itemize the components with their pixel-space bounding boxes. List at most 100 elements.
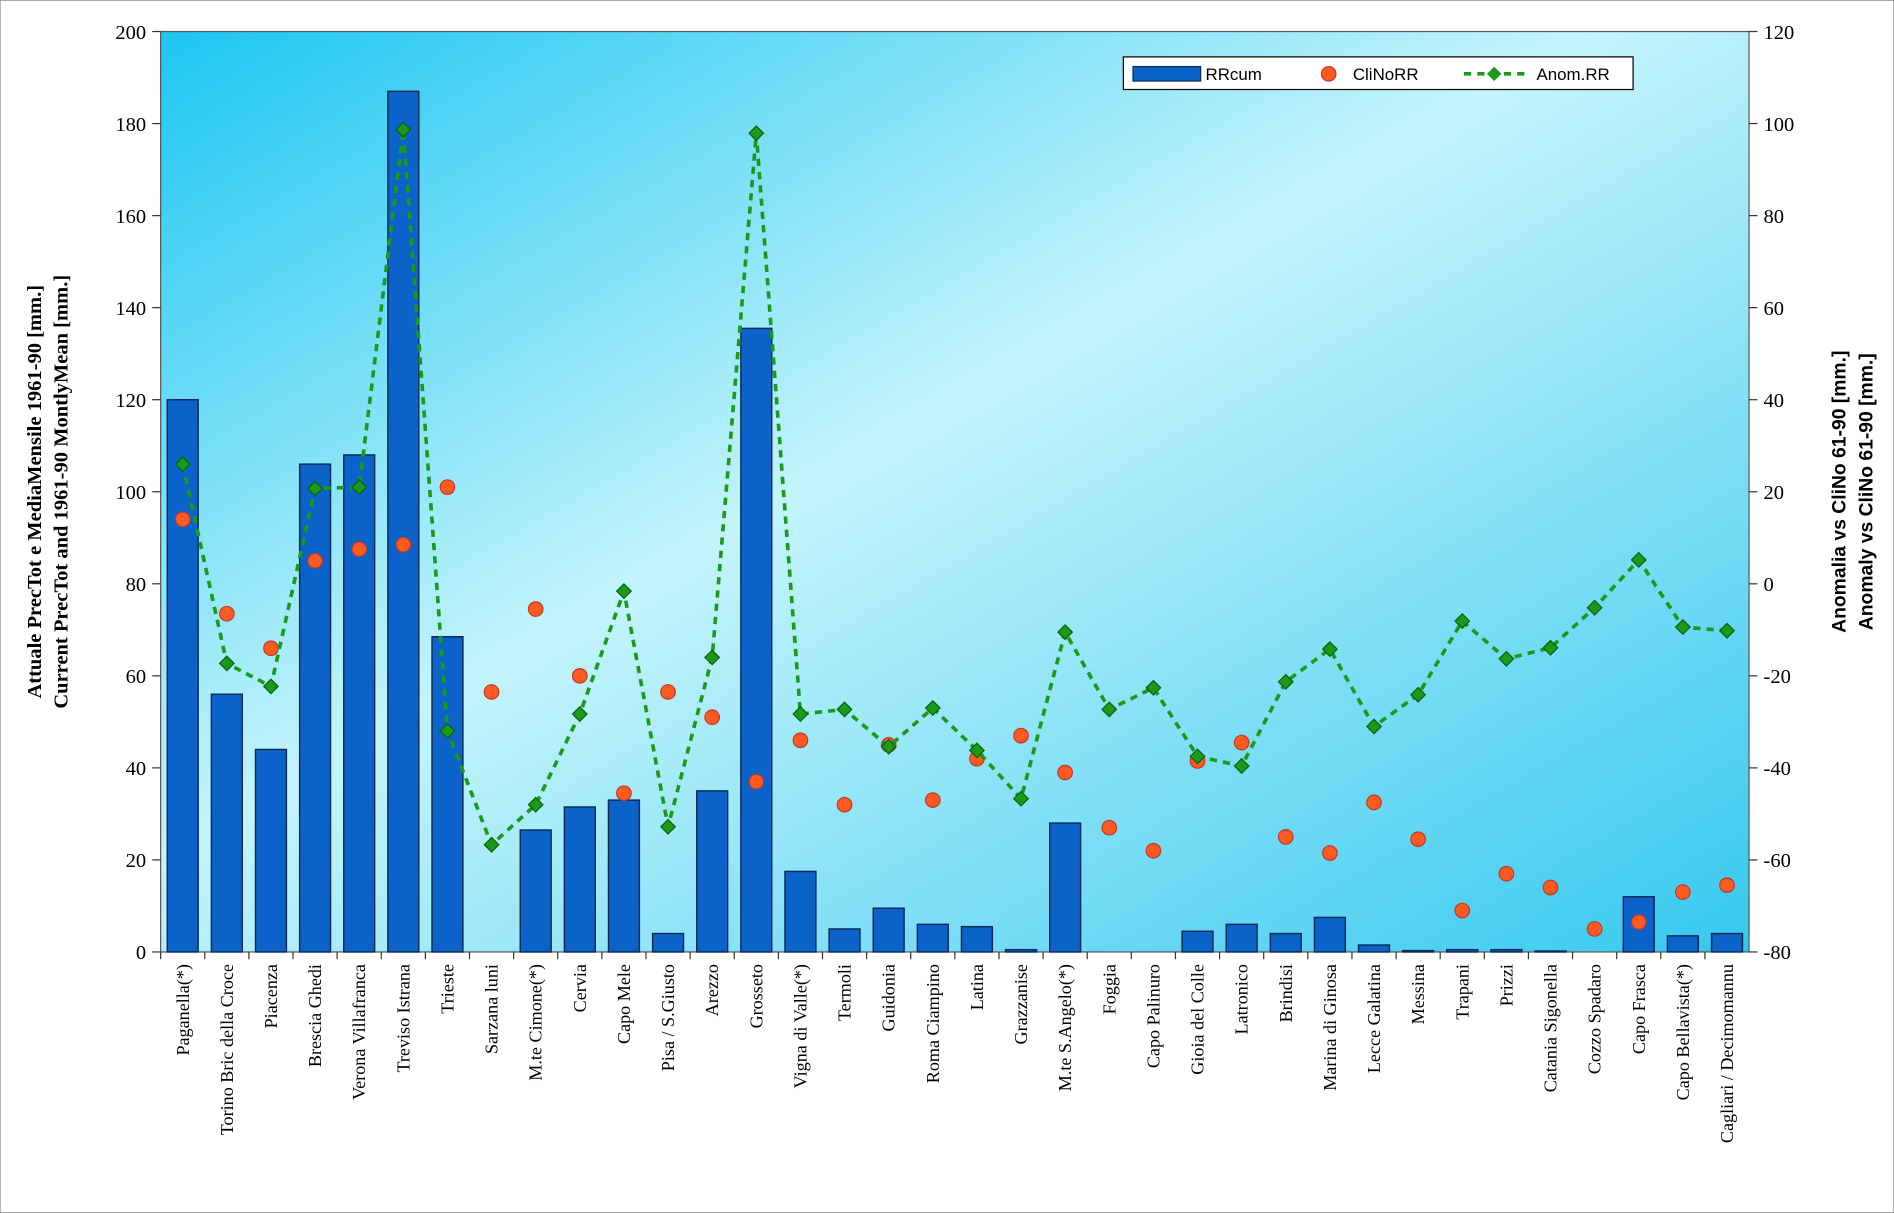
dot — [1454, 902, 1471, 919]
bar — [1401, 949, 1435, 953]
marker — [1365, 718, 1383, 735]
marker — [1630, 551, 1647, 568]
x-tick-label: Grosseto — [746, 964, 766, 1028]
y2-tick-label: -40 — [1764, 758, 1791, 780]
dot — [1233, 734, 1250, 751]
marker — [306, 480, 324, 497]
marker — [748, 125, 765, 142]
legend-label: CliNoRR — [1353, 65, 1419, 84]
marker — [174, 456, 191, 473]
bar — [651, 932, 685, 953]
marker — [1057, 624, 1074, 641]
x-tick-label: Cozzo Spadaro — [1585, 964, 1605, 1074]
x-tick-label: Prizzi — [1496, 964, 1516, 1006]
y2-tick-label: 60 — [1764, 298, 1785, 320]
y-axis-label: Current PrecTot and 1961-90 MontlyMean [… — [51, 275, 73, 709]
y2-tick-label: -60 — [1764, 850, 1791, 872]
bar — [1181, 930, 1214, 953]
marker — [1454, 612, 1471, 630]
marker — [1189, 748, 1206, 765]
dot — [1101, 819, 1118, 836]
x-tick-label: Trieste — [437, 964, 457, 1014]
y-tick-label: 60 — [126, 666, 147, 688]
x-tick-label: Vigna di Valle(*) — [790, 964, 811, 1088]
y-tick-label: 120 — [115, 390, 146, 412]
dot — [218, 605, 235, 622]
y2-axis-label: Anomalia vs CliNo 61-90 [mm.] — [1830, 351, 1851, 633]
marker — [1410, 686, 1427, 703]
x-tick-label: Foggia — [1099, 964, 1119, 1014]
x-tick-label: Latronico — [1232, 964, 1252, 1034]
x-tick-label: Treviso Istrana — [393, 964, 413, 1072]
bar — [784, 870, 817, 953]
bar — [1490, 948, 1523, 953]
marker — [659, 818, 677, 835]
marker — [615, 583, 633, 600]
marker — [395, 121, 412, 138]
y-axis-label: Attuale PrecTot e MediaMensile 1961-90 [… — [24, 285, 46, 699]
bar — [1269, 932, 1302, 953]
bar — [166, 398, 199, 953]
x-tick-label: Messina — [1408, 964, 1428, 1024]
dot — [924, 792, 941, 808]
bar — [210, 693, 244, 953]
y2-tick-label: 0 — [1764, 574, 1774, 596]
y-tick-label: 0 — [136, 942, 146, 964]
dot — [1410, 831, 1426, 848]
y-tick-label: 180 — [115, 114, 146, 136]
dot — [748, 773, 765, 790]
marker — [1233, 757, 1250, 775]
bar — [960, 925, 994, 953]
dot — [395, 536, 412, 553]
bar — [828, 928, 861, 953]
marker — [1145, 679, 1162, 696]
dot — [1013, 727, 1029, 744]
y-tick-label: 140 — [115, 298, 146, 320]
y2-tick-label: 40 — [1764, 390, 1785, 412]
x-tick-label: Verona Villafranca — [349, 964, 369, 1100]
x-tick-label: Grazzanise — [1011, 964, 1031, 1044]
y2-tick-label: 120 — [1764, 22, 1795, 44]
marker — [836, 701, 853, 718]
legend-swatch — [1132, 65, 1202, 82]
bar — [740, 327, 773, 953]
x-tick-label: Brescia Ghedi — [305, 964, 325, 1067]
bar — [696, 790, 729, 953]
x-tick-label: Gioia del Colle — [1188, 964, 1208, 1075]
marker — [571, 705, 588, 723]
marker — [968, 742, 986, 759]
y2-tick-label: -20 — [1764, 666, 1791, 688]
dot — [1586, 921, 1603, 937]
x-tick-label: Cervia — [570, 964, 590, 1012]
marker — [792, 705, 809, 723]
x-tick-label: Capo Bellavista(*) — [1673, 964, 1694, 1100]
bar — [563, 806, 596, 953]
y-tick-label: 100 — [115, 482, 146, 504]
bar — [1225, 923, 1258, 953]
marker — [1498, 650, 1515, 667]
y2-tick-label: 20 — [1764, 482, 1785, 504]
dot — [1498, 865, 1515, 882]
legend-label: RRcum — [1205, 65, 1261, 84]
marker — [1277, 673, 1294, 690]
bar — [1004, 948, 1038, 953]
x-tick-label: M.te S.Angelo(*) — [1055, 964, 1076, 1091]
dot — [174, 511, 191, 528]
legend-swatch — [1320, 65, 1337, 82]
dot — [1542, 879, 1559, 896]
x-tick-label: Capo Palinuro — [1143, 964, 1163, 1068]
dot — [704, 709, 721, 726]
dot — [660, 684, 676, 700]
marker — [483, 836, 500, 853]
y-tick-label: 200 — [115, 22, 146, 44]
x-tick-label: M.te Cimone(*) — [526, 964, 547, 1081]
bar — [519, 829, 552, 953]
x-tick-label: Pisa / S.Giusto — [658, 964, 678, 1071]
bar — [254, 748, 288, 953]
marker — [1012, 790, 1030, 807]
x-tick-label: Brindisi — [1276, 964, 1296, 1022]
legend-label: Anom.RR — [1536, 65, 1609, 84]
marker — [218, 655, 235, 672]
x-tick-label: Roma Ciampino — [923, 964, 943, 1083]
